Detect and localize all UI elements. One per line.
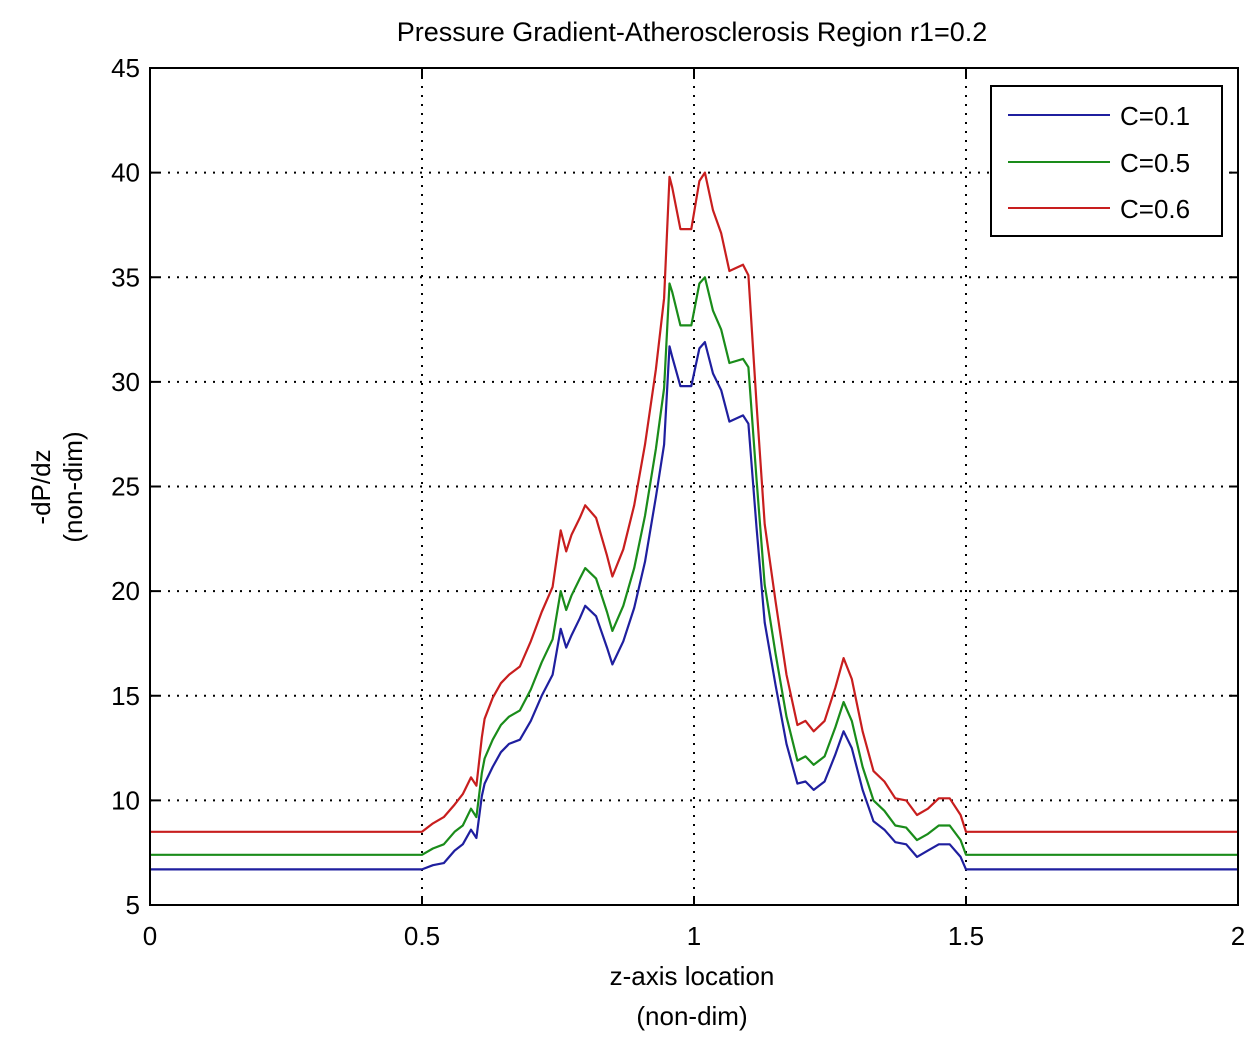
y-axis-title-line2: (non-dim) <box>58 431 88 542</box>
legend-label-c05: C=0.5 <box>1120 148 1190 178</box>
x-axis-title-line2: (non-dim) <box>636 1001 747 1031</box>
y-axis-title-line1: -dP/dz <box>26 449 56 524</box>
series-line-c05 <box>150 276 1238 856</box>
y-tick-label: 35 <box>111 262 140 292</box>
y-tick-label: 10 <box>111 785 140 815</box>
y-tick-label: 45 <box>111 53 140 83</box>
x-tick-label: 0 <box>143 921 157 951</box>
x-tick-labels: 0 0.5 1 1.5 2 <box>143 921 1245 951</box>
legend-label-c06: C=0.6 <box>1120 194 1190 224</box>
series-lines <box>150 171 1238 871</box>
y-tick-label: 40 <box>111 158 140 188</box>
grid <box>150 68 1238 905</box>
y-tick-label: 30 <box>111 367 140 397</box>
y-tick-label: 5 <box>126 890 140 920</box>
legend: C=0.1 C=0.5 C=0.6 <box>990 85 1223 237</box>
chart-title: Pressure Gradient-Atherosclerosis Region… <box>397 17 988 47</box>
y-tick-labels: 5 10 15 20 25 30 35 40 45 <box>111 53 140 920</box>
x-tick-label: 2 <box>1231 921 1245 951</box>
y-tick-label: 20 <box>111 576 140 606</box>
x-tick-label: 1.5 <box>948 921 984 951</box>
x-tick-label: 1 <box>687 921 701 951</box>
legend-label-c01: C=0.1 <box>1120 101 1190 131</box>
x-axis-title-line1: z-axis location <box>610 961 775 991</box>
y-tick-label: 25 <box>111 472 140 502</box>
series-line-c06 <box>150 171 1238 833</box>
series-line-c01 <box>150 341 1238 871</box>
axis-ticks <box>149 67 1239 906</box>
x-tick-label: 0.5 <box>404 921 440 951</box>
y-tick-label: 15 <box>111 681 140 711</box>
